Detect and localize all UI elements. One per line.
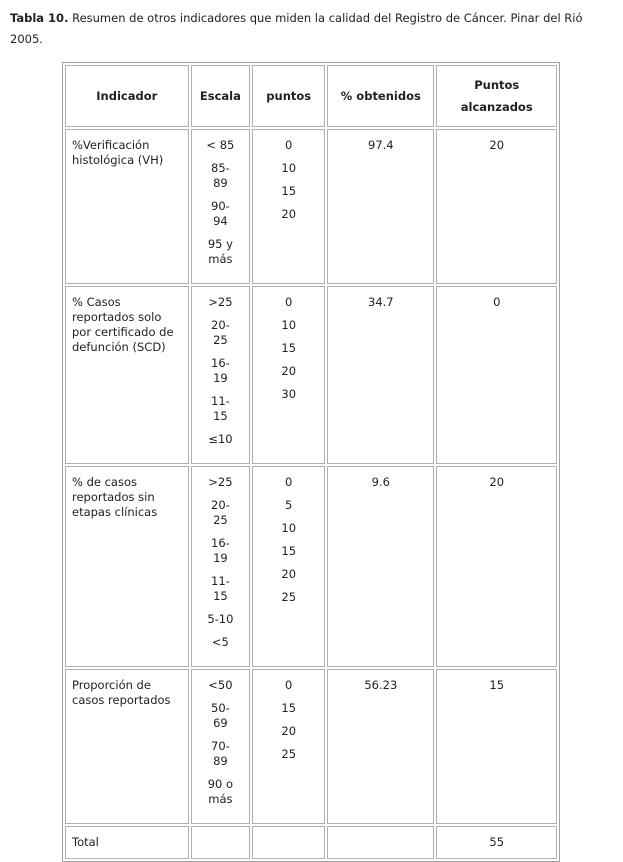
points-item: 30 bbox=[281, 387, 297, 401]
achieved-cell: 20 bbox=[436, 466, 557, 667]
table-row: Proporción de casos reportados <50 50-69 70… bbox=[65, 669, 557, 824]
caption: Tabla 10. Resumen de otros indicadores q… bbox=[10, 8, 616, 50]
table-row: %Verificación histológica (VH) < 85 85-89 9… bbox=[65, 129, 557, 284]
points-item: 0 bbox=[285, 475, 293, 489]
page: Tabla 10. Resumen de otros indicadores q… bbox=[10, 8, 616, 862]
header-cell: % obtenidos bbox=[327, 65, 435, 127]
total-label: Total bbox=[65, 826, 189, 859]
scale-cell: >25 20-25 16-19 11-15 5-10 <5 bbox=[190, 466, 251, 667]
empty-cell bbox=[190, 826, 251, 859]
scale-item: 16-19 bbox=[211, 356, 230, 385]
scale-item: 20-25 bbox=[211, 498, 230, 527]
total-value: 55 bbox=[436, 826, 557, 859]
achieved-cell: 20 bbox=[436, 129, 557, 284]
achieved-cell: 15 bbox=[436, 669, 557, 824]
indicator-cell: %Verificación histológica (VH) bbox=[65, 129, 189, 284]
table-row: % de casos reportados sin etapas clínica… bbox=[65, 466, 557, 667]
table-row: % Casos reportados solo por certificado … bbox=[65, 286, 557, 464]
points-cell: 0 5 10 15 20 25 bbox=[252, 466, 326, 667]
points-item: 15 bbox=[281, 184, 297, 198]
points-item: 15 bbox=[281, 701, 297, 715]
obtained-cell: 56.23 bbox=[327, 669, 435, 824]
points-item: 0 bbox=[285, 678, 293, 692]
indicator-cell: Proporción de casos reportados bbox=[65, 669, 189, 824]
scale-item: 95 y más bbox=[207, 237, 233, 266]
points-item: 10 bbox=[281, 521, 297, 535]
points-item: 25 bbox=[281, 747, 297, 761]
header-cell: Indicador bbox=[65, 65, 189, 127]
points-item: 5 bbox=[285, 498, 293, 512]
caption-label: Tabla 10. bbox=[10, 11, 69, 25]
points-cell: 0 10 15 20 30 bbox=[252, 286, 326, 464]
scale-item: 90-94 bbox=[211, 199, 230, 228]
scale-item: 16-19 bbox=[211, 536, 230, 565]
scale-item: < 85 bbox=[206, 138, 235, 152]
points-cell: 0 15 20 25 bbox=[252, 669, 326, 824]
scale-item: 85-89 bbox=[211, 161, 230, 190]
scale-item: 5-10 bbox=[207, 612, 234, 626]
scale-item: <5 bbox=[211, 635, 229, 649]
scale-item: 11-15 bbox=[211, 394, 230, 423]
points-item: 25 bbox=[281, 590, 297, 604]
indicator-cell: % de casos reportados sin etapas clínica… bbox=[65, 466, 189, 667]
scale-item: 50-69 bbox=[211, 701, 230, 730]
header-cell: puntos bbox=[252, 65, 326, 127]
achieved-cell: 0 bbox=[436, 286, 557, 464]
header-row: Indicador Escala puntos% obtenidos Puntos a… bbox=[65, 65, 557, 127]
obtained-cell: 97.4 bbox=[327, 129, 435, 284]
scale-item: 70-89 bbox=[211, 739, 230, 768]
scale-cell: >25 20-25 16-19 11-15 ≤10 bbox=[190, 286, 251, 464]
obtained-cell: 34.7 bbox=[327, 286, 435, 464]
points-item: 20 bbox=[281, 567, 297, 581]
scale-item: <50 bbox=[208, 678, 233, 692]
points-item: 10 bbox=[281, 161, 297, 175]
points-item: 20 bbox=[281, 724, 297, 738]
scale-cell: < 85 85-89 90-94 95 y más bbox=[190, 129, 251, 284]
scale-item: >25 bbox=[208, 475, 233, 489]
scale-item: 11-15 bbox=[211, 574, 230, 603]
points-item: 0 bbox=[285, 295, 293, 309]
scale-item: 20-25 bbox=[211, 318, 230, 347]
points-item: 15 bbox=[281, 544, 297, 558]
header-cell: Puntos alcanzados bbox=[436, 65, 557, 127]
points-item: 20 bbox=[281, 364, 297, 378]
caption-text: Resumen de otros indicadores que miden l… bbox=[10, 11, 583, 46]
points-cell: 0 10 15 20 bbox=[252, 129, 326, 284]
empty-cell bbox=[327, 826, 435, 859]
obtained-cell: 9.6 bbox=[327, 466, 435, 667]
points-item: 0 bbox=[285, 138, 293, 152]
scale-item: 90 o más bbox=[207, 777, 234, 806]
scale-item: >25 bbox=[208, 295, 233, 309]
empty-cell bbox=[252, 826, 326, 859]
indicator-cell: % Casos reportados solo por certificado … bbox=[65, 286, 189, 464]
scale-cell: <50 50-69 70-89 90 o más bbox=[190, 669, 251, 824]
points-item: 20 bbox=[281, 207, 297, 221]
points-item: 10 bbox=[281, 318, 297, 332]
points-item: 15 bbox=[281, 341, 297, 355]
scale-item: ≤10 bbox=[208, 432, 233, 446]
table: Indicador Escala puntos% obtenidos Puntos a… bbox=[62, 62, 560, 862]
header-cell: Escala bbox=[190, 65, 251, 127]
total-row: Total 55 bbox=[65, 826, 557, 859]
